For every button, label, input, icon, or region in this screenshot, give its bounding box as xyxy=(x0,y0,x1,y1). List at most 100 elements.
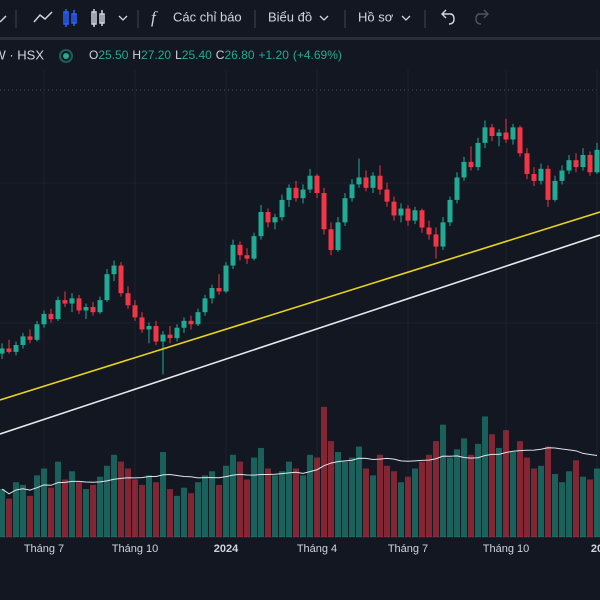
volume-bar xyxy=(202,475,208,537)
candle-body xyxy=(279,199,285,218)
volume-bar xyxy=(132,479,138,537)
time-label: Tháng 7 xyxy=(388,543,428,555)
status-ring xyxy=(59,49,73,63)
candle-body xyxy=(216,288,222,292)
volume-bar xyxy=(125,468,131,537)
candle-body xyxy=(146,326,152,330)
symbol: W · HSX xyxy=(0,47,44,62)
volume-bar xyxy=(314,457,320,537)
candle-body xyxy=(153,326,159,342)
icon-candles[interactable] xyxy=(63,9,77,27)
volume-bar xyxy=(0,489,5,537)
volume-bar xyxy=(447,457,453,537)
candle-body xyxy=(209,288,215,299)
candle-body xyxy=(447,199,453,223)
icon-line[interactable] xyxy=(33,11,53,23)
time-label: Tháng 10 xyxy=(112,543,158,555)
volume-bar xyxy=(454,449,460,537)
candle-body xyxy=(160,334,166,342)
volume-bar xyxy=(412,468,418,537)
volume-bar xyxy=(545,446,551,537)
volume-bar xyxy=(363,468,369,537)
volume-bar xyxy=(111,454,117,537)
candle-body xyxy=(405,208,411,221)
volume-bar xyxy=(384,465,390,537)
volume-bar xyxy=(559,482,565,537)
candle-body xyxy=(0,348,5,354)
volume-bar xyxy=(391,471,397,537)
volume-bar xyxy=(496,447,502,537)
volume-bar xyxy=(104,465,110,537)
volume-bar xyxy=(321,406,327,537)
volume-bar xyxy=(419,461,425,537)
volume-bar xyxy=(118,461,124,537)
volume-bar xyxy=(573,460,579,537)
chevron[interactable] xyxy=(118,15,128,21)
candle-body xyxy=(258,212,264,237)
volume-bar xyxy=(468,454,474,537)
candle-body xyxy=(265,212,271,223)
candle-body xyxy=(370,175,376,188)
candle-body xyxy=(20,336,26,345)
candle-body xyxy=(594,149,600,173)
volume-bar xyxy=(461,438,467,537)
label: L xyxy=(175,48,182,62)
volume-bar xyxy=(433,441,439,537)
volume-bar xyxy=(188,493,194,537)
volume-bar xyxy=(349,457,355,537)
candle-body xyxy=(13,345,19,352)
volume-bar xyxy=(13,482,19,537)
volume-bar xyxy=(76,482,82,537)
candle-body xyxy=(384,189,390,202)
volume-bar xyxy=(279,471,285,537)
volume-bar xyxy=(286,461,292,537)
profile-button[interactable]: Hồ sơ xyxy=(358,9,394,24)
volume-bar xyxy=(244,479,250,537)
volume-bar xyxy=(195,482,201,537)
candle-body xyxy=(517,127,523,154)
icon-hollow-candles[interactable] xyxy=(91,9,105,27)
candle-body xyxy=(293,187,299,199)
candle-body xyxy=(377,175,383,190)
candle-body xyxy=(97,300,103,313)
candle-body xyxy=(419,210,425,228)
candle-body xyxy=(412,210,418,221)
volume-bar xyxy=(62,479,68,537)
time-label: Tháng 7 xyxy=(24,543,64,555)
candle-body xyxy=(468,161,474,168)
status-dot xyxy=(63,53,69,59)
volume-bar xyxy=(251,457,257,537)
volume-bar xyxy=(587,479,593,537)
candle-body xyxy=(363,177,369,188)
candle-body xyxy=(461,161,467,178)
volume-bar xyxy=(482,416,488,537)
ohlc-legend: O25.50 H27.20 L25.40 C26.80 +1.20 (+4.69%) xyxy=(89,48,342,62)
label: O xyxy=(89,48,98,62)
candle-body xyxy=(335,222,341,250)
candle-body xyxy=(314,175,320,193)
chart-button[interactable]: Biểu đồ xyxy=(268,9,312,24)
icon-bars[interactable] xyxy=(0,15,7,23)
chevron[interactable] xyxy=(401,15,411,21)
indicators-button[interactable]: Các chỉ báo xyxy=(173,9,242,24)
candle-body xyxy=(90,307,96,313)
chevron[interactable] xyxy=(319,15,329,21)
candle-body xyxy=(496,132,502,136)
volume-bar xyxy=(34,475,40,537)
volume-bar xyxy=(503,430,509,537)
candle-body xyxy=(573,160,579,168)
candle-body xyxy=(524,153,530,174)
redo-button[interactable] xyxy=(475,9,489,25)
candle-body xyxy=(545,168,551,200)
volume-bar xyxy=(160,452,166,537)
volume-bar xyxy=(153,482,159,537)
label: H xyxy=(132,48,141,62)
volume-bar xyxy=(440,424,446,537)
volume-bar xyxy=(293,468,299,537)
undo-button[interactable] xyxy=(441,9,455,25)
volume-bar xyxy=(265,468,271,537)
volume-bar xyxy=(342,461,348,537)
volume-bar xyxy=(377,454,383,537)
trend-line xyxy=(0,234,600,435)
icon-fx[interactable]: f xyxy=(151,8,158,27)
